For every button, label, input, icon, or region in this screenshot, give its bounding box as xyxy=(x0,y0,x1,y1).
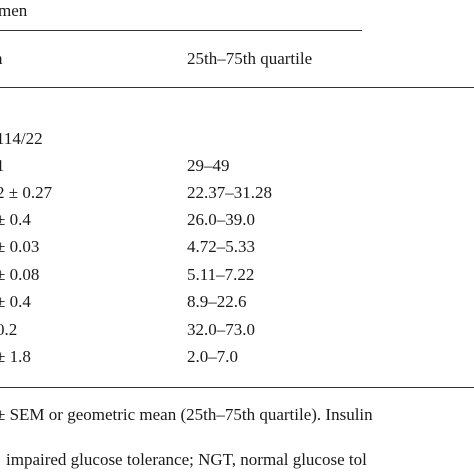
header-rule xyxy=(0,87,474,88)
table-row-6-value: ± 0.08 xyxy=(0,265,40,284)
table-row-6-quartile: 5.11–7.22 xyxy=(187,265,255,284)
table-row-2-value: 1 xyxy=(0,156,5,175)
group-header: men xyxy=(0,1,28,20)
footnote-line-1: ± SEM or geometric mean (25th–75th quart… xyxy=(0,405,373,424)
table-row-5-value: ± 0.03 xyxy=(0,237,40,256)
bottom-rule xyxy=(0,387,474,388)
table-row-8-quartile: 32.0–73.0 xyxy=(187,320,255,339)
table-row-7-value: ± 0.4 xyxy=(0,292,31,311)
column-header-mean: n xyxy=(0,49,3,69)
table-row-1-value: 114/22 xyxy=(0,129,43,148)
top-rule xyxy=(0,30,362,31)
column-header-quartile: 25th–75th quartile xyxy=(187,49,313,68)
table-row-8-value: 0.2 xyxy=(0,320,18,339)
table-row-9-value: ± 1.8 xyxy=(0,347,31,366)
table-row-4-value: ± 0.4 xyxy=(0,210,31,229)
table-row-5-quartile: 4.72–5.33 xyxy=(187,237,255,256)
table-row-3-quartile: 22.37–31.28 xyxy=(187,183,272,202)
table-row-2-quartile: 29–49 xyxy=(187,156,230,175)
table-row-7-quartile: 8.9–22.6 xyxy=(187,292,247,311)
table-row-4-quartile: 26.0–39.0 xyxy=(187,210,255,229)
table-row-9-quartile: 2.0–7.0 xyxy=(187,347,238,366)
table-row-3-value: 2 ± 0.27 xyxy=(0,183,53,202)
footnote-line-2: impaired glucose tolerance; NGT, normal … xyxy=(6,450,367,469)
